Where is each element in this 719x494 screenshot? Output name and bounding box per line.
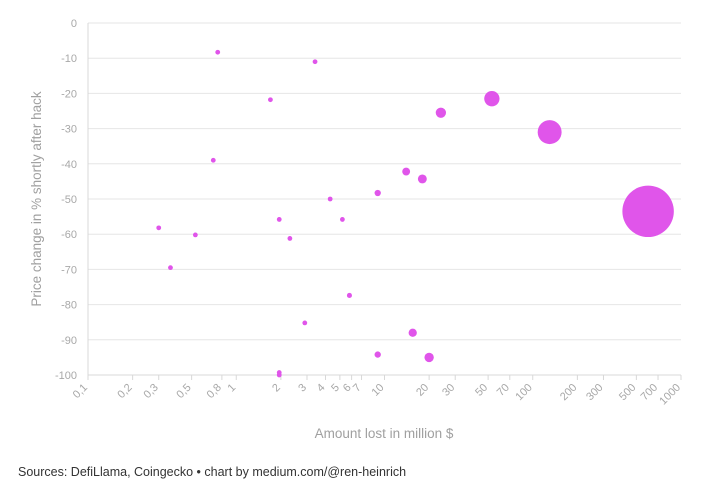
x-tick-label: 200 [558,382,579,403]
x-tick-label: 0,1 [71,382,90,401]
x-axis-title: Amount lost in million $ [315,426,454,441]
x-tick-label: 3 [296,382,309,395]
data-point [287,236,293,241]
y-tick-label: -60 [61,229,77,241]
x-tick-label: 0,3 [142,382,161,401]
data-point [327,196,333,202]
data-point [339,217,345,222]
data-point [424,352,434,363]
x-tick-label: 0,8 [205,382,224,401]
y-tick-label: 0 [71,18,77,30]
data-point [346,292,352,298]
x-tick-label: 1000 [657,382,683,408]
x-tick-label: 1 [226,382,239,395]
x-tick-label: 70 [495,382,512,399]
y-axis-title: Price change in % shortly after hack [29,91,44,307]
x-tick-label: 20 [414,382,431,399]
x-tick-label: 0,2 [115,382,134,401]
data-point [312,59,318,65]
x-tick-label: 300 [584,382,605,403]
x-tick-label: 10 [369,382,386,399]
data-point [302,320,308,326]
y-tick-label: -30 [61,124,77,136]
data-point [417,174,427,184]
data-point [537,120,562,145]
data-point [622,185,674,238]
data-point [276,217,282,222]
data-point [484,91,500,107]
y-tick-label: -90 [61,335,77,347]
y-tick-label: -80 [61,300,77,312]
y-tick-label: -20 [61,88,77,100]
y-tick-label: -50 [61,194,77,206]
x-tick-label: 5 [329,382,342,395]
data-point [276,372,282,378]
x-tick-label: 7 [351,382,364,395]
data-point [268,97,273,103]
y-tick-label: -10 [61,53,77,65]
x-tick-label: 500 [617,382,638,403]
source-note: Sources: DefiLlama, Coingecko • chart by… [18,465,407,479]
data-point [215,49,221,55]
y-tick-label: -100 [55,370,77,382]
x-tick-label: 0,5 [174,382,193,401]
data-point [435,107,447,118]
x-tick-label: 4 [315,382,328,395]
x-tick-label: 30 [440,382,457,399]
x-tick-label: 50 [473,382,490,399]
data-point [374,351,381,358]
data-point [210,157,216,163]
y-tick-label: -70 [61,264,77,276]
x-tick-label: 100 [513,382,534,403]
data-point [192,232,198,238]
data-point [168,265,173,271]
data-point [374,189,381,197]
data-point [408,328,417,337]
y-tick-label: -40 [61,159,77,171]
data-point [402,167,411,176]
data-point [156,225,162,231]
x-tick-label: 2 [270,382,283,395]
